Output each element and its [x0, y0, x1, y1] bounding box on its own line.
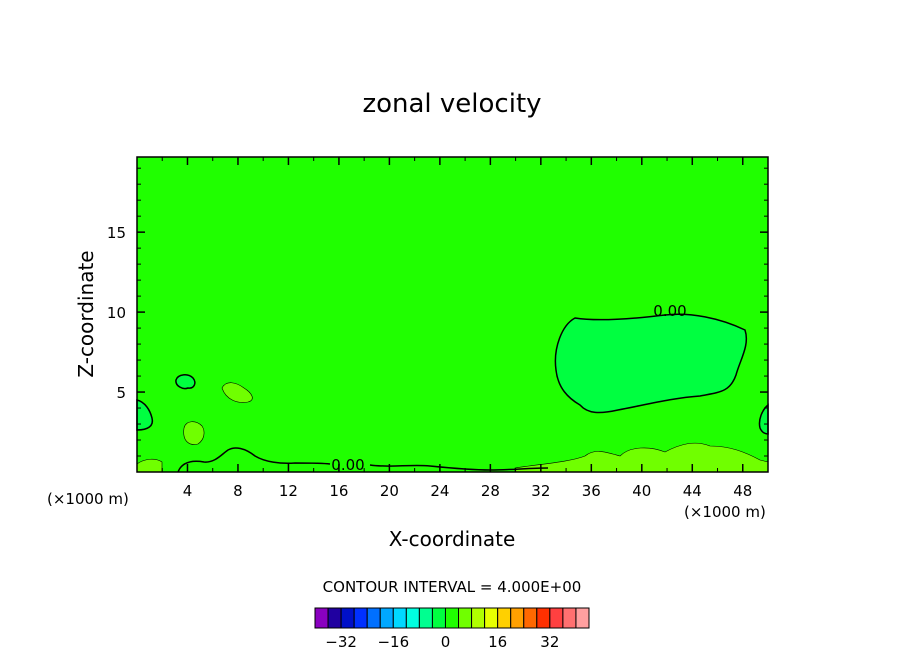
field-background [137, 157, 768, 472]
colorbar-swatch [431, 607, 446, 629]
negative-velocity-region-right [758, 403, 769, 435]
x-tick-label: 24 [430, 482, 449, 500]
colorbar-swatch [562, 607, 577, 629]
colorbar-swatch [458, 607, 473, 629]
colorbar-swatch [536, 607, 551, 629]
y-axis-label: Z-coordinate [74, 250, 98, 377]
colorbar-tick-label: −16 [377, 633, 409, 651]
colorbar-swatch [405, 607, 420, 629]
x-tick-label: 8 [233, 482, 243, 500]
colorbar-swatch [575, 607, 590, 629]
chart-title: zonal velocity [362, 89, 541, 119]
colorbar-labels: −32 −16 0 16 32 [325, 633, 559, 651]
colorbar-swatch [484, 607, 499, 629]
y-tick-label: 15 [107, 224, 126, 242]
y-tick-label: 10 [107, 304, 126, 322]
x-axis-label: X-coordinate [389, 527, 516, 551]
colorbar-swatch [353, 607, 368, 629]
colorbar-swatch [327, 607, 342, 629]
positive-velocity-patch [221, 382, 253, 403]
colorbar-swatch [549, 607, 564, 629]
colorbar-tick-label: 0 [441, 633, 451, 651]
y-axis: 5 10 15 [107, 167, 768, 457]
x-tick-label: 32 [531, 482, 550, 500]
colorbar-swatch [314, 607, 329, 629]
y-tick-label: 5 [116, 384, 126, 402]
x-tick-label: 44 [683, 482, 702, 500]
x-tick-label: 48 [733, 482, 752, 500]
x-axis-units-left: (×1000 m) [47, 490, 129, 508]
colorbar-swatch [392, 607, 407, 629]
negative-velocity-region [554, 313, 748, 414]
colorbar-swatch [418, 607, 433, 629]
colorbar-swatch [379, 607, 394, 629]
colorbar-swatch [497, 607, 512, 629]
colorbar-swatch [340, 607, 355, 629]
x-tick-label: 20 [380, 482, 399, 500]
colorbar-tick-label: −32 [325, 633, 357, 651]
x-tick-label: 4 [183, 482, 193, 500]
colorbar-tick-label: 32 [540, 633, 559, 651]
x-tick-label: 16 [329, 482, 348, 500]
colorbar-tick-label: 16 [488, 633, 507, 651]
contour-field: 0.00 0.00 [136, 156, 769, 474]
x-tick-label: 12 [279, 482, 298, 500]
x-tick-label: 28 [481, 482, 500, 500]
negative-velocity-blob [175, 374, 196, 390]
plot-frame [136, 156, 769, 473]
colorbar-swatch [471, 607, 486, 629]
positive-velocity-patch [183, 421, 205, 445]
colorbar-swatch [510, 607, 525, 629]
contour-interval-text: CONTOUR INTERVAL = 4.000E+00 [323, 578, 582, 596]
colorbar-swatch [444, 607, 460, 629]
zero-contour-bottom [177, 447, 549, 473]
contour-label: 0.00 [653, 302, 686, 320]
colorbar-swatch [523, 607, 538, 629]
negative-velocity-region-left [136, 399, 154, 431]
x-axis-units-right: (×1000 m) [684, 503, 766, 521]
x-tick-label: 40 [632, 482, 651, 500]
colorbar [314, 607, 590, 629]
positive-velocity-patch [514, 442, 769, 473]
colorbar-swatch [366, 607, 381, 629]
x-tick-label: 36 [582, 482, 601, 500]
x-axis: 4 8 12 16 20 24 28 32 36 40 44 48 [161, 157, 752, 500]
